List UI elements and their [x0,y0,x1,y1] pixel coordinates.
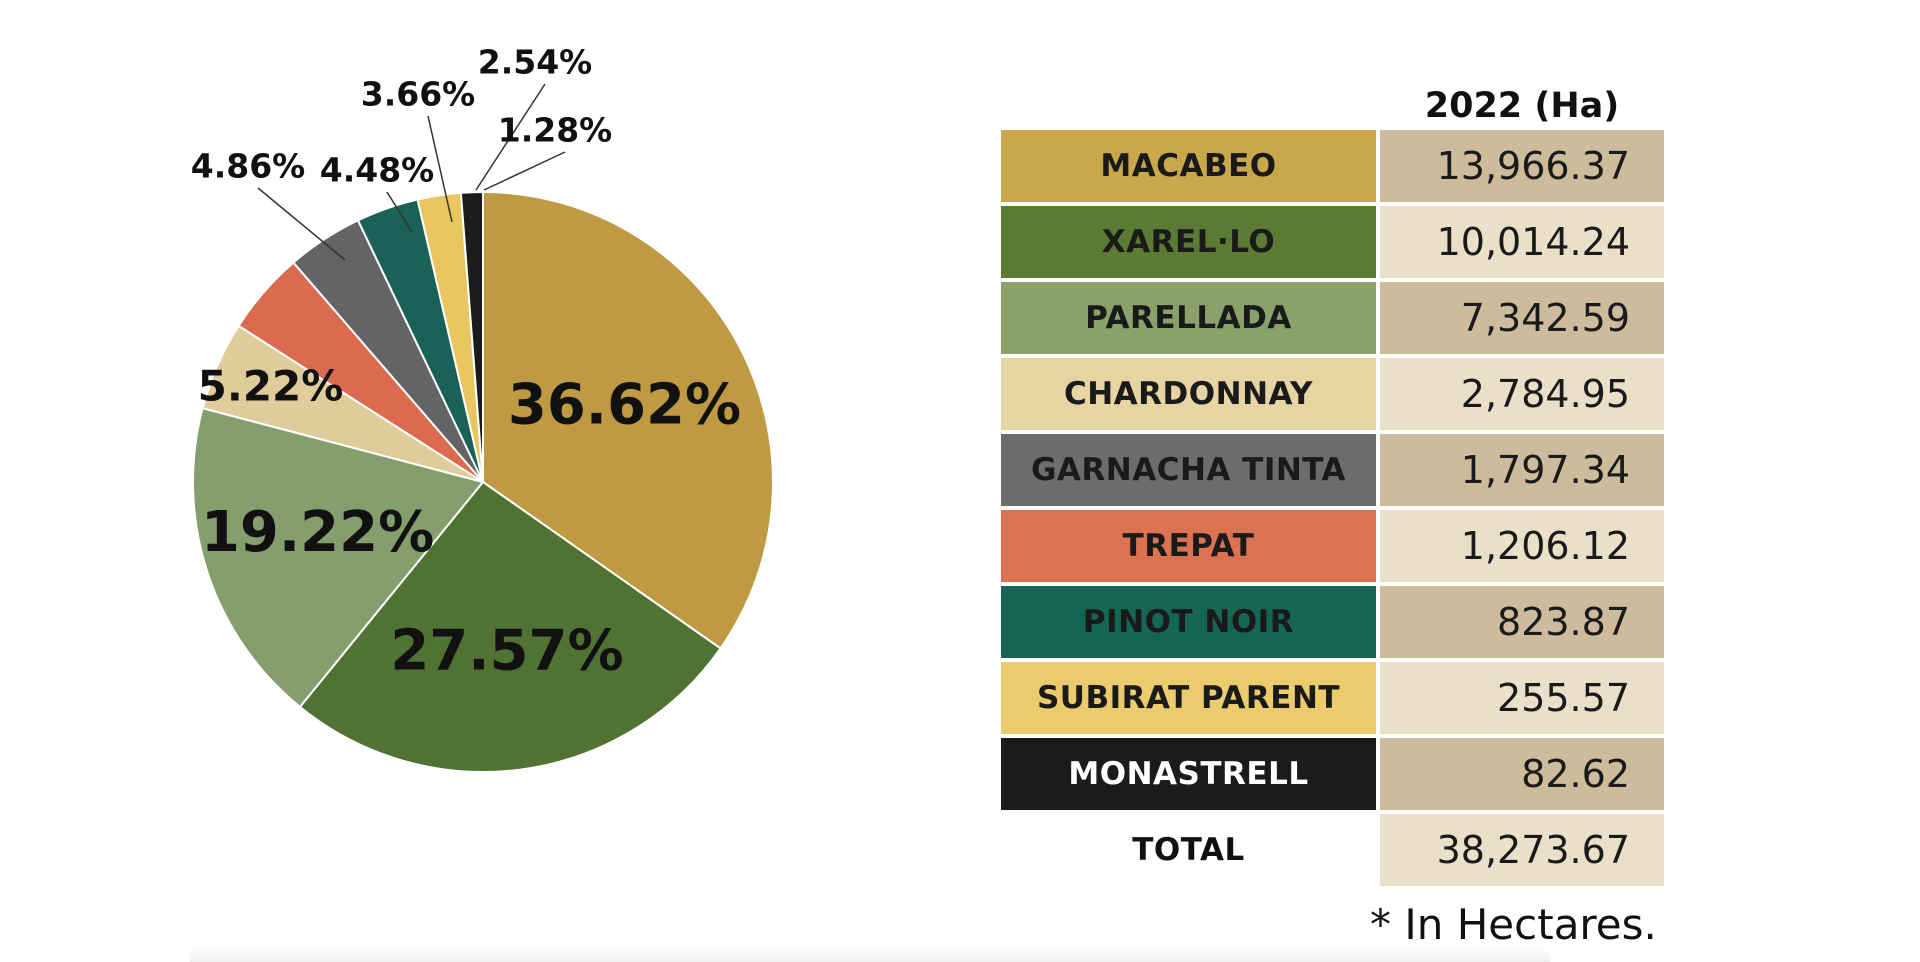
slice-percent-label: 1.28% [498,111,613,150]
leader-line [257,187,346,261]
leader-line [483,151,566,191]
slice-percent-label: 4.48% [320,151,435,190]
slice-percent-label: 36.62% [508,373,741,438]
pie-slice [459,190,484,483]
variety-hectares: 2,784.95 [1380,358,1664,430]
variety-hectares: 823.87 [1380,586,1664,658]
pie-chart: 36.62% 27.57% 19.22% 5.22% 4.86% 4.48% 3.66%2.… [191,43,774,773]
pie-slice [298,480,722,773]
slice-percent-label: 2.54% [478,43,593,82]
year-header: 2022 (Ha) [1424,86,1620,126]
bottom-shadow [190,948,1550,962]
variety-hectares: 7,342.59 [1380,282,1664,354]
total-row: TOTAL 38,273.67 [1001,814,1664,886]
variety-name: PARELLADA [1001,282,1376,354]
variety-name: GARNACHA TINTA [1001,434,1376,506]
total-label: TOTAL [1132,832,1245,868]
pie-slice [482,190,774,650]
variety-hectares: 13,966.37 [1380,130,1664,202]
variety-name: TREPAT [1001,510,1376,582]
slice-percent-label: 3.66% [361,75,476,114]
table-row: MONASTRELL 82.62 [1001,738,1664,810]
slice-percent-label: 5.22% [198,361,344,410]
leader-line [475,83,546,191]
footnote: * In Hectares. [1370,900,1657,949]
table-row: TREPAT 1,206.12 [1001,510,1664,582]
variety-hectares: 1,797.34 [1380,434,1664,506]
variety-name: PINOT NOIR [1001,586,1376,658]
slice-percent-label: 19.22% [201,500,434,565]
table-row: PARELLADA 7,342.59 [1001,282,1664,354]
pie-slice [192,406,485,709]
variety-hectares: 82.62 [1380,738,1664,810]
table-row: SUBIRAT PARENT 255.57 [1001,662,1664,734]
slice-percent-label: 27.57% [390,618,623,683]
leader-line [386,191,413,233]
variety-name: MONASTRELL [1001,738,1376,810]
slice-percent-label: 4.86% [191,147,306,186]
leader-line [427,115,453,223]
variety-hectares: 255.57 [1380,662,1664,734]
variety-name: MACABEO [1001,130,1376,202]
variety-hectares: 1,206.12 [1380,510,1664,582]
varieties-table: 2022 (Ha) MACABEO 13,966.37 XAREL·LO 10,014… [997,82,1668,890]
table-row: PINOT NOIR 823.87 [1001,586,1664,658]
variety-name: XAREL·LO [1001,206,1376,278]
variety-name: SUBIRAT PARENT [1001,662,1376,734]
variety-name: CHARDONNAY [1001,358,1376,430]
table-row: CHARDONNAY 2,784.95 [1001,358,1664,430]
total-value: 38,273.67 [1380,814,1664,886]
table-row: GARNACHA TINTA 1,797.34 [1001,434,1664,506]
variety-hectares: 10,014.24 [1380,206,1664,278]
table-row: MACABEO 13,966.37 [1001,130,1664,202]
table-row: XAREL·LO 10,014.24 [1001,206,1664,278]
